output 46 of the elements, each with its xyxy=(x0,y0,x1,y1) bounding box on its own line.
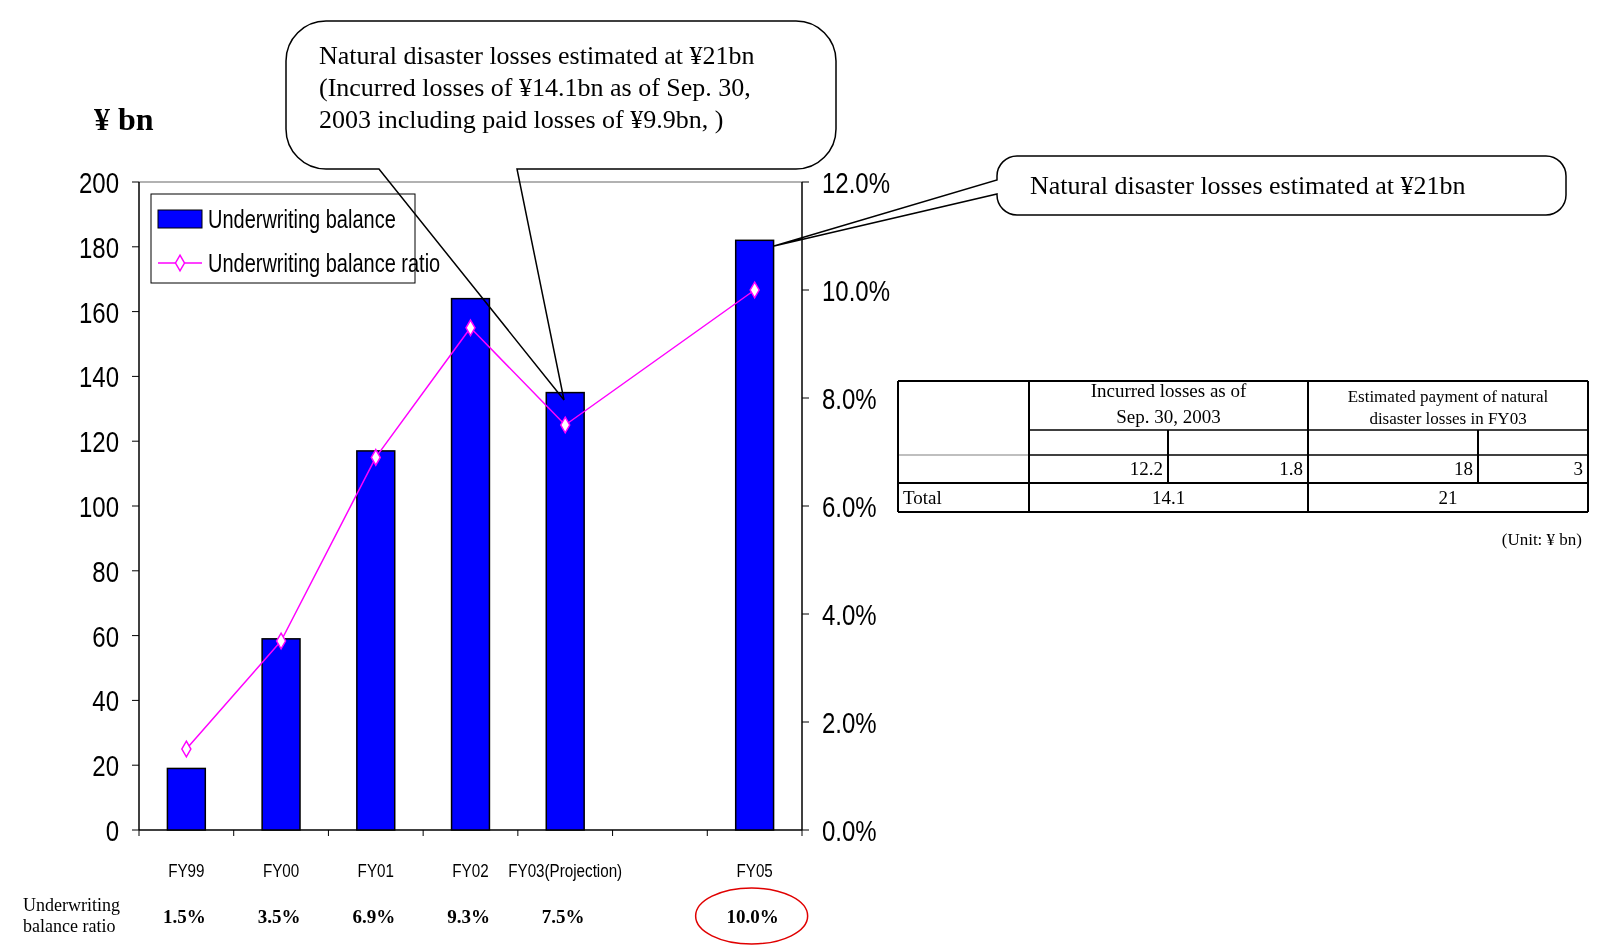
y-tick-label: 120 xyxy=(78,424,119,459)
y-tick-label: 20 xyxy=(92,748,119,783)
y-tick-label: 0 xyxy=(105,813,119,848)
y2-tick-label: 4.0% xyxy=(822,597,877,632)
x-tick-label: FY00 xyxy=(262,859,300,882)
text: 12.2 xyxy=(1129,458,1163,479)
data-label: 10.0% xyxy=(726,906,779,927)
x-tick-label: FY99 xyxy=(168,859,205,882)
y2-tick-label: 2.0% xyxy=(822,705,877,740)
y2-tick-label: 0.0% xyxy=(822,813,877,848)
data-label: 3.5% xyxy=(257,906,301,927)
legend-label: Underwriting balance ratio xyxy=(208,249,441,278)
y2-tick-label: 12.0% xyxy=(822,165,891,200)
legend-label: Underwriting balance xyxy=(208,205,396,234)
text: 3 xyxy=(1573,458,1583,479)
text: Natural disaster losses estimated at ¥21bn (Incurred losses of ¥14.1bn as of Sep. 30, 2003 including paid losses of ¥9.9bn, ) xyxy=(319,41,755,134)
x-tick-label: FY01 xyxy=(357,859,394,882)
y2-tick-label: 6.0% xyxy=(822,489,877,524)
y-tick-label: 80 xyxy=(92,554,119,589)
text: Underwriting balance ratio xyxy=(23,895,120,936)
data-label: 7.5% xyxy=(541,906,585,927)
y-tick-label: 160 xyxy=(78,294,119,330)
text: 18 xyxy=(1454,458,1473,479)
data-label: 1.5% xyxy=(162,906,206,927)
text: (Unit: ¥ bn) xyxy=(1501,530,1582,549)
text: Natural disaster losses estimated at ¥21bn xyxy=(1030,171,1466,200)
y-tick-label: 60 xyxy=(92,618,119,654)
y2-tick-label: 10.0% xyxy=(822,273,891,308)
text: Estimated payment of natural disaster losses in FY03 xyxy=(1347,387,1549,428)
y-tick-label: 200 xyxy=(78,165,119,200)
text: 21 xyxy=(1438,487,1458,508)
y-axis-title: ¥ bn xyxy=(94,101,154,137)
x-tick-label: FY05 xyxy=(736,859,773,882)
data-label: 6.9% xyxy=(352,906,396,927)
y-tick-label: 100 xyxy=(78,489,119,524)
x-tick-label: FY02 xyxy=(452,859,489,882)
y-tick-label: 180 xyxy=(78,230,119,265)
data-label: 9.3% xyxy=(447,906,490,927)
text: 14.1 xyxy=(1151,487,1186,508)
y2-tick-label: 8.0% xyxy=(822,381,877,416)
text: 1.8 xyxy=(1279,458,1303,479)
y-tick-label: 40 xyxy=(92,683,119,719)
x-tick-label: FY03(Projection) xyxy=(508,859,623,882)
text: Incurred losses as of Sep. 30, 2003 xyxy=(1090,380,1247,427)
y-tick-label: 140 xyxy=(78,359,119,395)
text: Total xyxy=(903,487,942,508)
